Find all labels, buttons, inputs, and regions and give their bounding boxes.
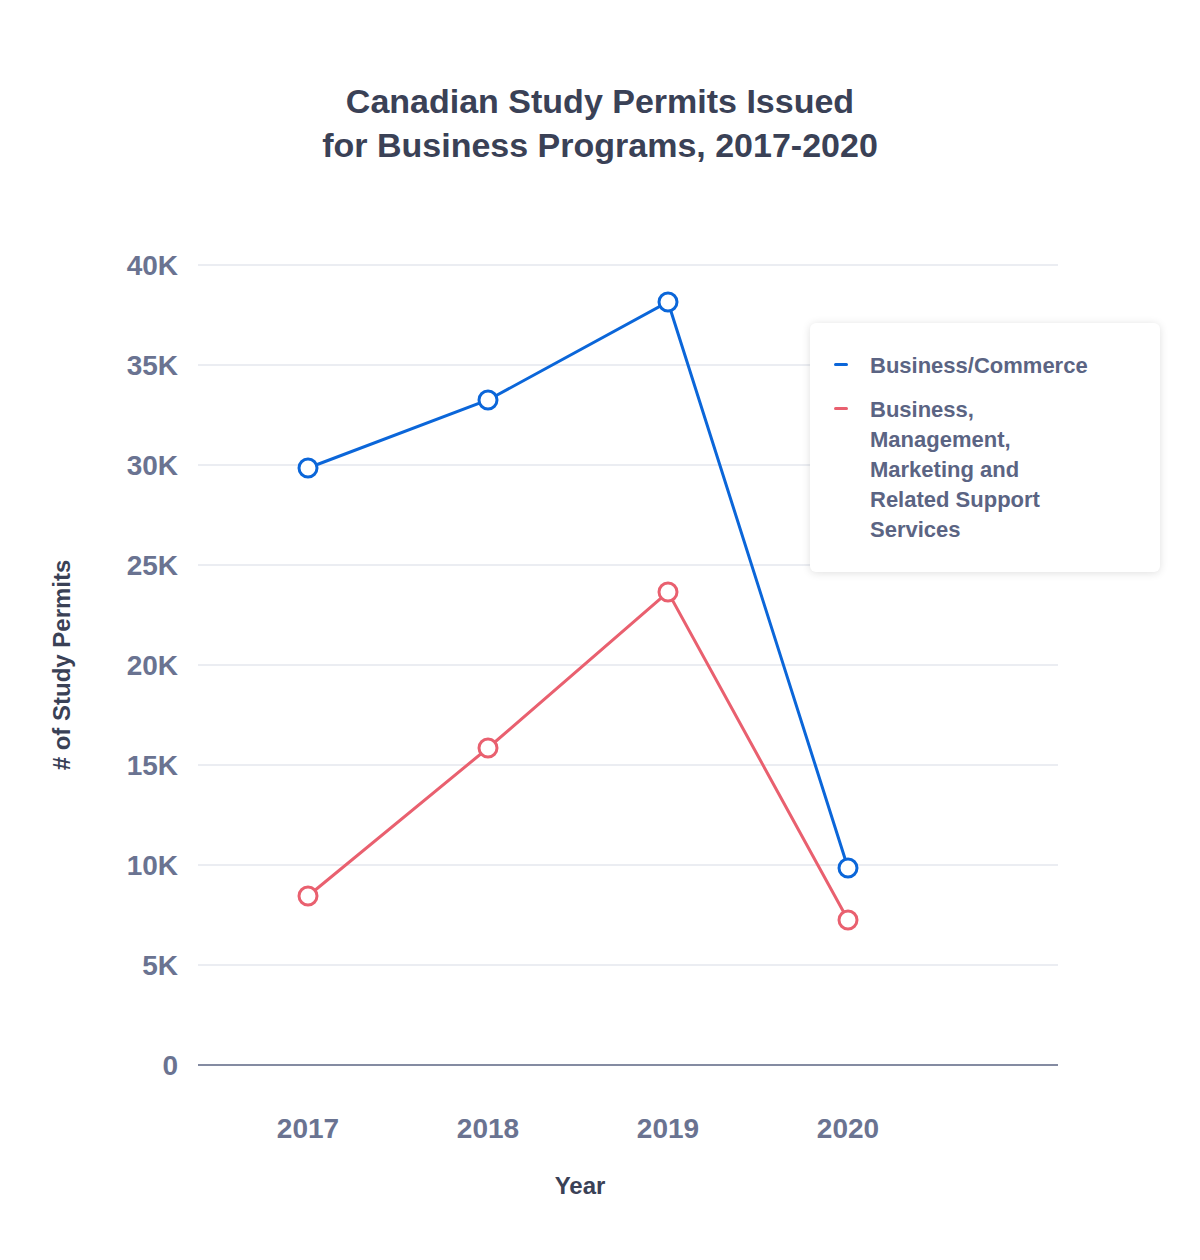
- x-axis-label: Year: [555, 1172, 606, 1199]
- data-point: [659, 583, 677, 601]
- y-tick-label: 40K: [127, 250, 178, 281]
- legend-swatch: [834, 363, 848, 366]
- data-point: [479, 739, 497, 757]
- x-tick-label: 2018: [457, 1113, 519, 1144]
- legend-item: Business, Management, Marketing and Rela…: [834, 395, 1140, 545]
- y-tick-label: 35K: [127, 350, 178, 381]
- grid-line: [198, 864, 1058, 865]
- data-point: [299, 459, 317, 477]
- y-tick-label: 0: [162, 1050, 178, 1081]
- grid-line: [198, 764, 1058, 765]
- legend: Business/Commerce Business, Management, M…: [810, 323, 1160, 572]
- data-point: [659, 293, 677, 311]
- y-tick-label: 10K: [127, 850, 178, 881]
- legend-label: Business, Management, Marketing and Rela…: [870, 395, 1070, 545]
- title-line: Canadian Study Permits Issued: [346, 82, 854, 120]
- data-point: [839, 859, 857, 877]
- series-line: [308, 302, 848, 868]
- y-tick-label: 30K: [127, 450, 178, 481]
- baseline: [198, 1064, 1058, 1066]
- plot-area: [299, 293, 857, 929]
- grid-line: [198, 964, 1058, 965]
- data-point: [299, 887, 317, 905]
- title-line: for Business Programs, 2017-2020: [322, 126, 878, 164]
- legend-item: Business/Commerce: [834, 351, 1140, 381]
- data-point: [479, 391, 497, 409]
- legend-swatch: [834, 407, 848, 410]
- y-tick-label: 5K: [142, 950, 178, 981]
- y-tick-label: 15K: [127, 750, 178, 781]
- x-tick-label: 2019: [637, 1113, 699, 1144]
- y-tick-label: 20K: [127, 650, 178, 681]
- y-axis-label: # of Study Permits: [48, 560, 75, 771]
- data-point: [839, 911, 857, 929]
- y-tick-label: 25K: [127, 550, 178, 581]
- grid-line: [198, 664, 1058, 665]
- series-line: [308, 592, 848, 920]
- x-tick-label: 2017: [277, 1113, 339, 1144]
- title: Canadian Study Permits Issued for Busines…: [322, 82, 878, 164]
- legend-label: Business/Commerce: [870, 351, 1088, 381]
- x-tick-label: 2020: [817, 1113, 879, 1144]
- grid-line: [198, 264, 1058, 265]
